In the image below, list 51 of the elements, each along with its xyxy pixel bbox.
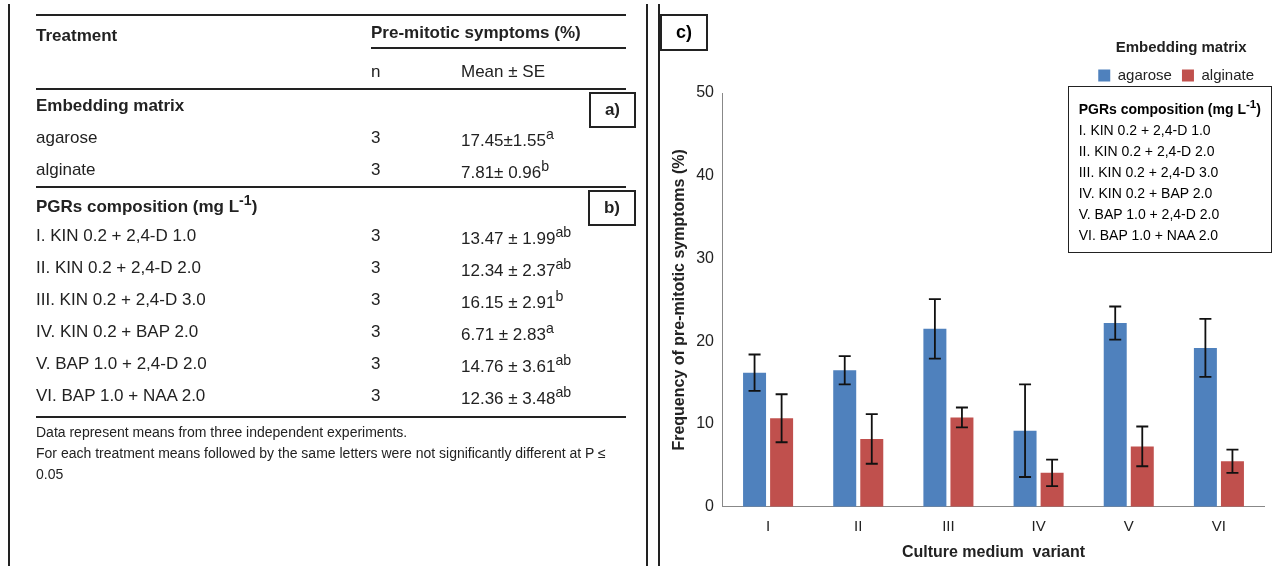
x-tick-label: I [765,516,771,534]
y-tick-label: 30 [696,248,715,266]
x-tick-label: V [1123,516,1134,534]
text: I. KIN 0.2 + 2,4-D 1.0 3 13.47 ± 1.99$^{ab}$ [36,223,572,248]
bar [1193,347,1217,507]
text: Data represent means from three independent experiments. [36,423,409,442]
text: VI. BAP 1.0 + NAA 2.0 3 12.36 ± 3.48$^{ab}$ [36,383,572,408]
text: alginate 3 7.81± 0.96$^{b}$ [36,157,550,182]
annotation: V. BAP 1.0 + 2,4-D 2.0 [1078,204,1221,224]
bar [1013,430,1037,507]
annotation: PGRs composition (mg L$^{-1}$) [1078,96,1261,119]
annotation: VI. BAP 1.0 + NAA 2.0 [1078,225,1220,245]
text: Treatment Pre-mitotic symptoms (%) [36,23,581,45]
annotation: IV. KIN 0.2 + BAP 2.0 [1078,183,1214,203]
bar [860,438,884,507]
legend-label: alginate [1201,65,1254,83]
y-tick-label: 0 [705,497,715,515]
text: PGRs composition (mg L$^{-1}$) b) [36,191,620,217]
x-tick-label: II [854,516,863,534]
legend-label: agarose [1117,65,1172,83]
text: II. KIN 0.2 + 2,4-D 2.0 3 12.34 ± 2.37$^{ab}$ [36,255,572,280]
text: agarose 3 17.45±1.55$^{a}$ [36,125,554,150]
x-tick-label: III [942,516,955,534]
bar [743,372,767,507]
bar [833,370,857,507]
bar [1103,323,1127,507]
bar [950,417,974,507]
y-axis-title: Frequency of pre-mitotic symptoms (%) [670,149,688,451]
annotation: III. KIN 0.2 + 2,4-D 3.0 [1078,162,1220,182]
bar [1130,446,1154,507]
y-tick-label: 40 [696,166,715,184]
bar [1220,461,1244,507]
text: IV. KIN 0.2 + BAP 2.0 3 6.71 ± 2.83$^{a}$ [36,319,554,344]
bar [923,328,947,507]
text: III. KIN 0.2 + 2,4-D 3.0 3 16.15 ± 2.91$^{b}$ [36,287,564,312]
x-tick-label: IV [1031,516,1046,534]
text: V. BAP 1.0 + 2,4-D 2.0 3 14.76 ± 3.61$^{ab}$ [36,351,572,376]
text: For each treatment means followed by the same letters were not significantly different at P ≤ 0.05 [36,444,607,484]
x-axis-title: Culture medium variant [901,542,1086,560]
y-tick-label: 20 [696,331,715,349]
x-tick-label: VI [1211,516,1227,534]
legend-title: Embedding matrix [1115,37,1248,55]
text: c) [660,14,709,51]
text: Embedding matrix a) [36,96,620,119]
bar [1040,472,1064,507]
y-tick-label: 50 [696,83,715,101]
annotation: II. KIN 0.2 + 2,4-D 2.0 [1078,141,1216,161]
annotation: I. KIN 0.2 + 2,4-D 1.0 [1078,120,1212,140]
bar [770,418,794,507]
y-tick-label: 10 [696,414,715,432]
text: n Mean ± SE [371,62,545,81]
